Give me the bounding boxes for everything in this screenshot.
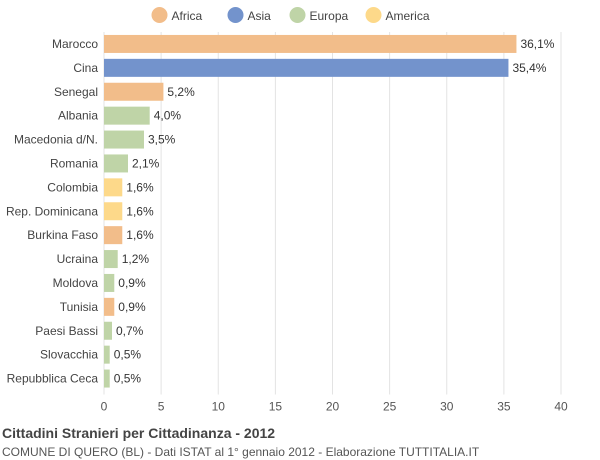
data-label: 0,5% — [114, 372, 142, 386]
data-label: 0,7% — [116, 324, 144, 338]
bar — [104, 58, 509, 77]
data-label: 1,6% — [126, 180, 154, 194]
data-label: 4,0% — [154, 109, 182, 123]
data-label: 1,2% — [122, 252, 150, 266]
bar — [104, 226, 123, 245]
category-label: Repubblica Ceca — [7, 372, 99, 386]
category-label: Paesi Bassi — [35, 324, 98, 338]
legend-swatch — [227, 7, 244, 23]
x-tick-label: 25 — [383, 400, 397, 414]
bar — [104, 34, 517, 53]
category-label: Colombia — [47, 180, 98, 194]
x-tick-label: 35 — [497, 400, 511, 414]
category-label: Moldova — [53, 276, 99, 290]
x-tick-label: 30 — [440, 400, 454, 414]
x-tick-label: 10 — [212, 400, 226, 414]
category-label: Senegal — [54, 85, 98, 99]
data-label: 36,1% — [520, 37, 554, 51]
legend-label: America — [386, 9, 430, 23]
category-label: Ucraina — [57, 252, 99, 266]
legend-swatch — [151, 7, 168, 23]
x-tick-label: 0 — [101, 400, 108, 414]
data-label: 5,2% — [167, 85, 195, 99]
category-label: Cina — [73, 61, 98, 75]
bar — [104, 178, 123, 197]
data-label: 0,5% — [114, 348, 142, 362]
category-label: Slovacchia — [40, 348, 98, 362]
bar — [104, 321, 112, 340]
bar — [104, 202, 123, 221]
data-label: 35,4% — [512, 61, 546, 75]
data-label: 3,5% — [148, 133, 176, 147]
data-label: 1,6% — [126, 204, 154, 218]
legend-swatch — [365, 7, 382, 23]
x-tick-label: 20 — [326, 400, 340, 414]
x-tick-label: 5 — [158, 400, 165, 414]
category-label: Burkina Faso — [27, 228, 98, 242]
x-tick-label: 40 — [554, 400, 568, 414]
category-label: Romania — [50, 156, 98, 170]
legend-label: Asia — [248, 9, 272, 23]
x-tick-label: 15 — [269, 400, 283, 414]
chart-subtitle: COMUNE DI QUERO (BL) - Dati ISTAT al 1° … — [2, 445, 480, 459]
legend-label: Europa — [310, 9, 349, 23]
bar — [104, 273, 115, 292]
data-label: 1,6% — [126, 228, 154, 242]
bar — [104, 130, 144, 149]
bar — [104, 82, 164, 101]
data-label: 0,9% — [118, 300, 146, 314]
data-label: 2,1% — [132, 156, 160, 170]
bar — [104, 369, 110, 388]
bar — [104, 250, 118, 269]
bar — [104, 345, 110, 364]
category-label: Tunisia — [60, 300, 99, 314]
category-label: Macedonia d/N. — [14, 133, 98, 147]
data-label: 0,9% — [118, 276, 146, 290]
chart-title: Cittadini Stranieri per Cittadinanza - 2… — [2, 425, 276, 441]
bar — [104, 297, 115, 316]
category-label: Albania — [58, 109, 98, 123]
category-label: Rep. Dominicana — [6, 204, 98, 218]
legend-swatch — [289, 7, 306, 23]
category-label: Marocco — [52, 37, 98, 51]
bar-chart: 0 5 10 15 20 25 30 35 40 Marocco 36,1% Cina 35,4% Sen… — [6, 7, 568, 414]
bar — [104, 154, 128, 173]
legend-label: Africa — [172, 9, 203, 23]
bar — [104, 106, 150, 125]
